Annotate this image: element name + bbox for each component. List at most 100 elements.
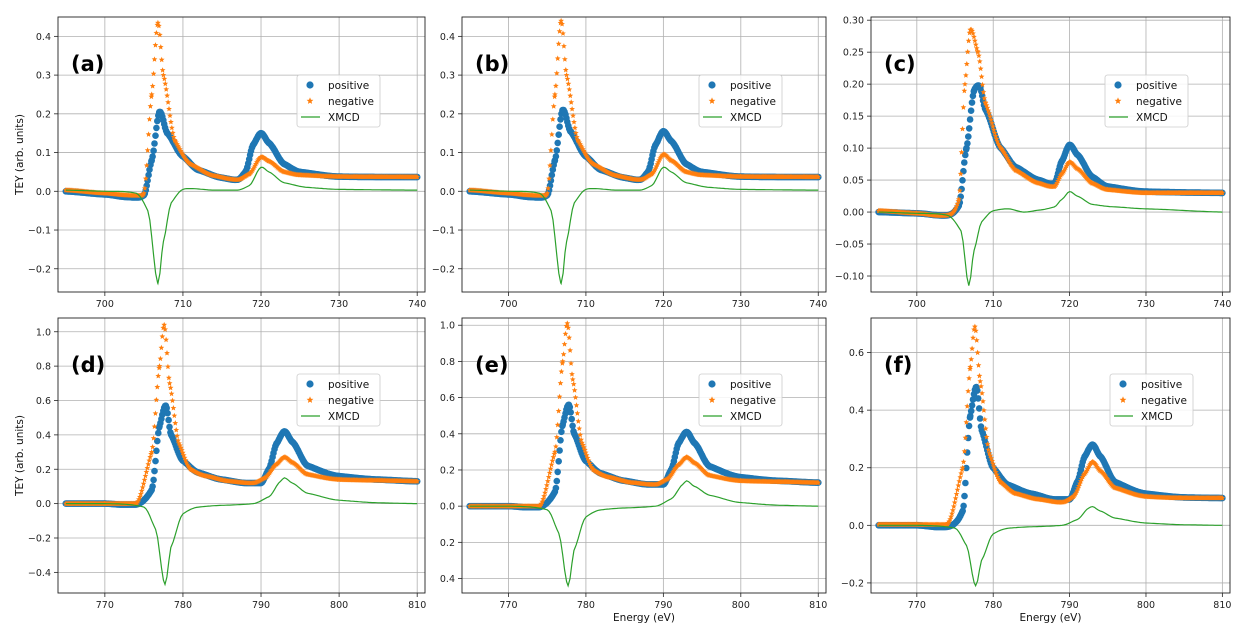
plot-area xyxy=(462,17,826,292)
negative-point xyxy=(970,30,976,36)
negative-point xyxy=(144,465,151,471)
negative-point xyxy=(546,175,552,182)
negative-point xyxy=(181,454,188,461)
y-axis-label: TEY (arb. units) xyxy=(14,114,26,196)
negative-point xyxy=(567,92,574,99)
negative-point xyxy=(562,56,568,62)
negative-point xyxy=(550,103,557,109)
negative-point xyxy=(556,28,563,34)
negative-point xyxy=(559,21,565,27)
negative-point xyxy=(136,496,142,502)
legend-label: positive xyxy=(730,80,771,92)
negative-point xyxy=(560,30,566,36)
negative-point xyxy=(950,507,956,513)
panel-c: 700 710 720 730 740−0.10−0.050.000.050.100.1… xyxy=(835,16,1232,310)
negative-point xyxy=(972,327,979,334)
negative-point xyxy=(568,99,575,105)
negative-point xyxy=(150,435,157,441)
negative-point xyxy=(179,447,185,453)
negative-point xyxy=(978,383,984,389)
negative-point xyxy=(675,163,682,169)
negative-point xyxy=(565,324,572,331)
x-tick-label: 790 xyxy=(1061,600,1079,611)
negative-point xyxy=(262,156,269,162)
y-tick-label: −0.05 xyxy=(835,240,864,251)
negative-point xyxy=(993,471,1000,478)
positive-point xyxy=(965,125,973,132)
legend-label: XMCD xyxy=(730,411,762,423)
negative-point xyxy=(990,460,996,467)
negative-point xyxy=(144,147,151,153)
negative-point xyxy=(561,341,568,347)
negative-point xyxy=(1076,483,1082,489)
negative-point xyxy=(546,469,553,476)
negative-point xyxy=(965,388,971,394)
negative-point xyxy=(1219,495,1226,501)
negative-point xyxy=(155,19,161,26)
y-tick-label: 0.6 xyxy=(36,396,51,407)
series-negative xyxy=(466,17,822,198)
negative-point xyxy=(148,93,155,100)
negative-point xyxy=(555,40,562,47)
negative-point xyxy=(1101,471,1107,477)
negative-point xyxy=(962,434,969,441)
negative-point xyxy=(951,499,958,505)
y-tick-label: 0.4 xyxy=(36,32,51,43)
negative-point xyxy=(949,510,955,517)
negative-point xyxy=(678,165,685,172)
negative-point xyxy=(570,112,576,119)
negative-point xyxy=(966,29,973,36)
negative-point xyxy=(151,56,158,62)
plot-area xyxy=(871,17,1230,292)
positive-point xyxy=(567,409,574,416)
negative-point xyxy=(551,93,558,100)
negative-point xyxy=(977,378,984,384)
negative-point xyxy=(1106,479,1113,485)
positive-point xyxy=(150,476,157,484)
negative-point xyxy=(961,87,968,94)
legend-marker-positive xyxy=(306,380,314,388)
legend-label: negative xyxy=(328,395,374,407)
y-tick-label: 0.0 xyxy=(440,502,455,513)
legend-marker-positive xyxy=(708,81,716,89)
positive-point xyxy=(145,171,152,179)
x-tick-label: 780 xyxy=(577,600,595,611)
negative-point xyxy=(578,436,584,443)
negative-point xyxy=(963,419,970,425)
negative-point xyxy=(544,482,550,488)
positive-point xyxy=(166,423,173,431)
negative-point xyxy=(559,360,566,366)
negative-point xyxy=(588,464,595,470)
negative-point xyxy=(553,70,560,76)
legend-box xyxy=(296,74,381,128)
series-layer xyxy=(62,321,421,587)
positive-point xyxy=(155,429,162,437)
negative-point xyxy=(978,73,985,80)
negative-point xyxy=(572,394,579,400)
negative-point xyxy=(549,457,556,464)
positive-point xyxy=(967,107,975,114)
negative-point xyxy=(989,120,995,126)
positive-point xyxy=(150,147,157,154)
x-tick-label: 770 xyxy=(96,600,114,611)
positive-point xyxy=(164,409,171,417)
x-tick-label: 740 xyxy=(408,299,426,310)
negative-point xyxy=(149,83,156,89)
negative-point xyxy=(972,41,979,48)
y-tick-label: −0.10 xyxy=(835,272,864,283)
negative-point xyxy=(972,323,978,330)
negative-point xyxy=(547,465,554,472)
negative-point xyxy=(975,362,982,368)
positive-point xyxy=(553,477,561,485)
x-axis-label: Energy (eV) xyxy=(1020,612,1082,624)
xmcd-line xyxy=(65,166,418,286)
legend-label: XMCD xyxy=(328,112,360,124)
negative-point xyxy=(580,148,587,154)
negative-point xyxy=(549,131,555,137)
negative-point xyxy=(969,27,975,34)
negative-point xyxy=(160,324,167,331)
negative-point xyxy=(964,48,971,55)
negative-point xyxy=(666,155,672,162)
negative-point xyxy=(1092,461,1099,467)
x-tick-label: 790 xyxy=(654,600,672,611)
